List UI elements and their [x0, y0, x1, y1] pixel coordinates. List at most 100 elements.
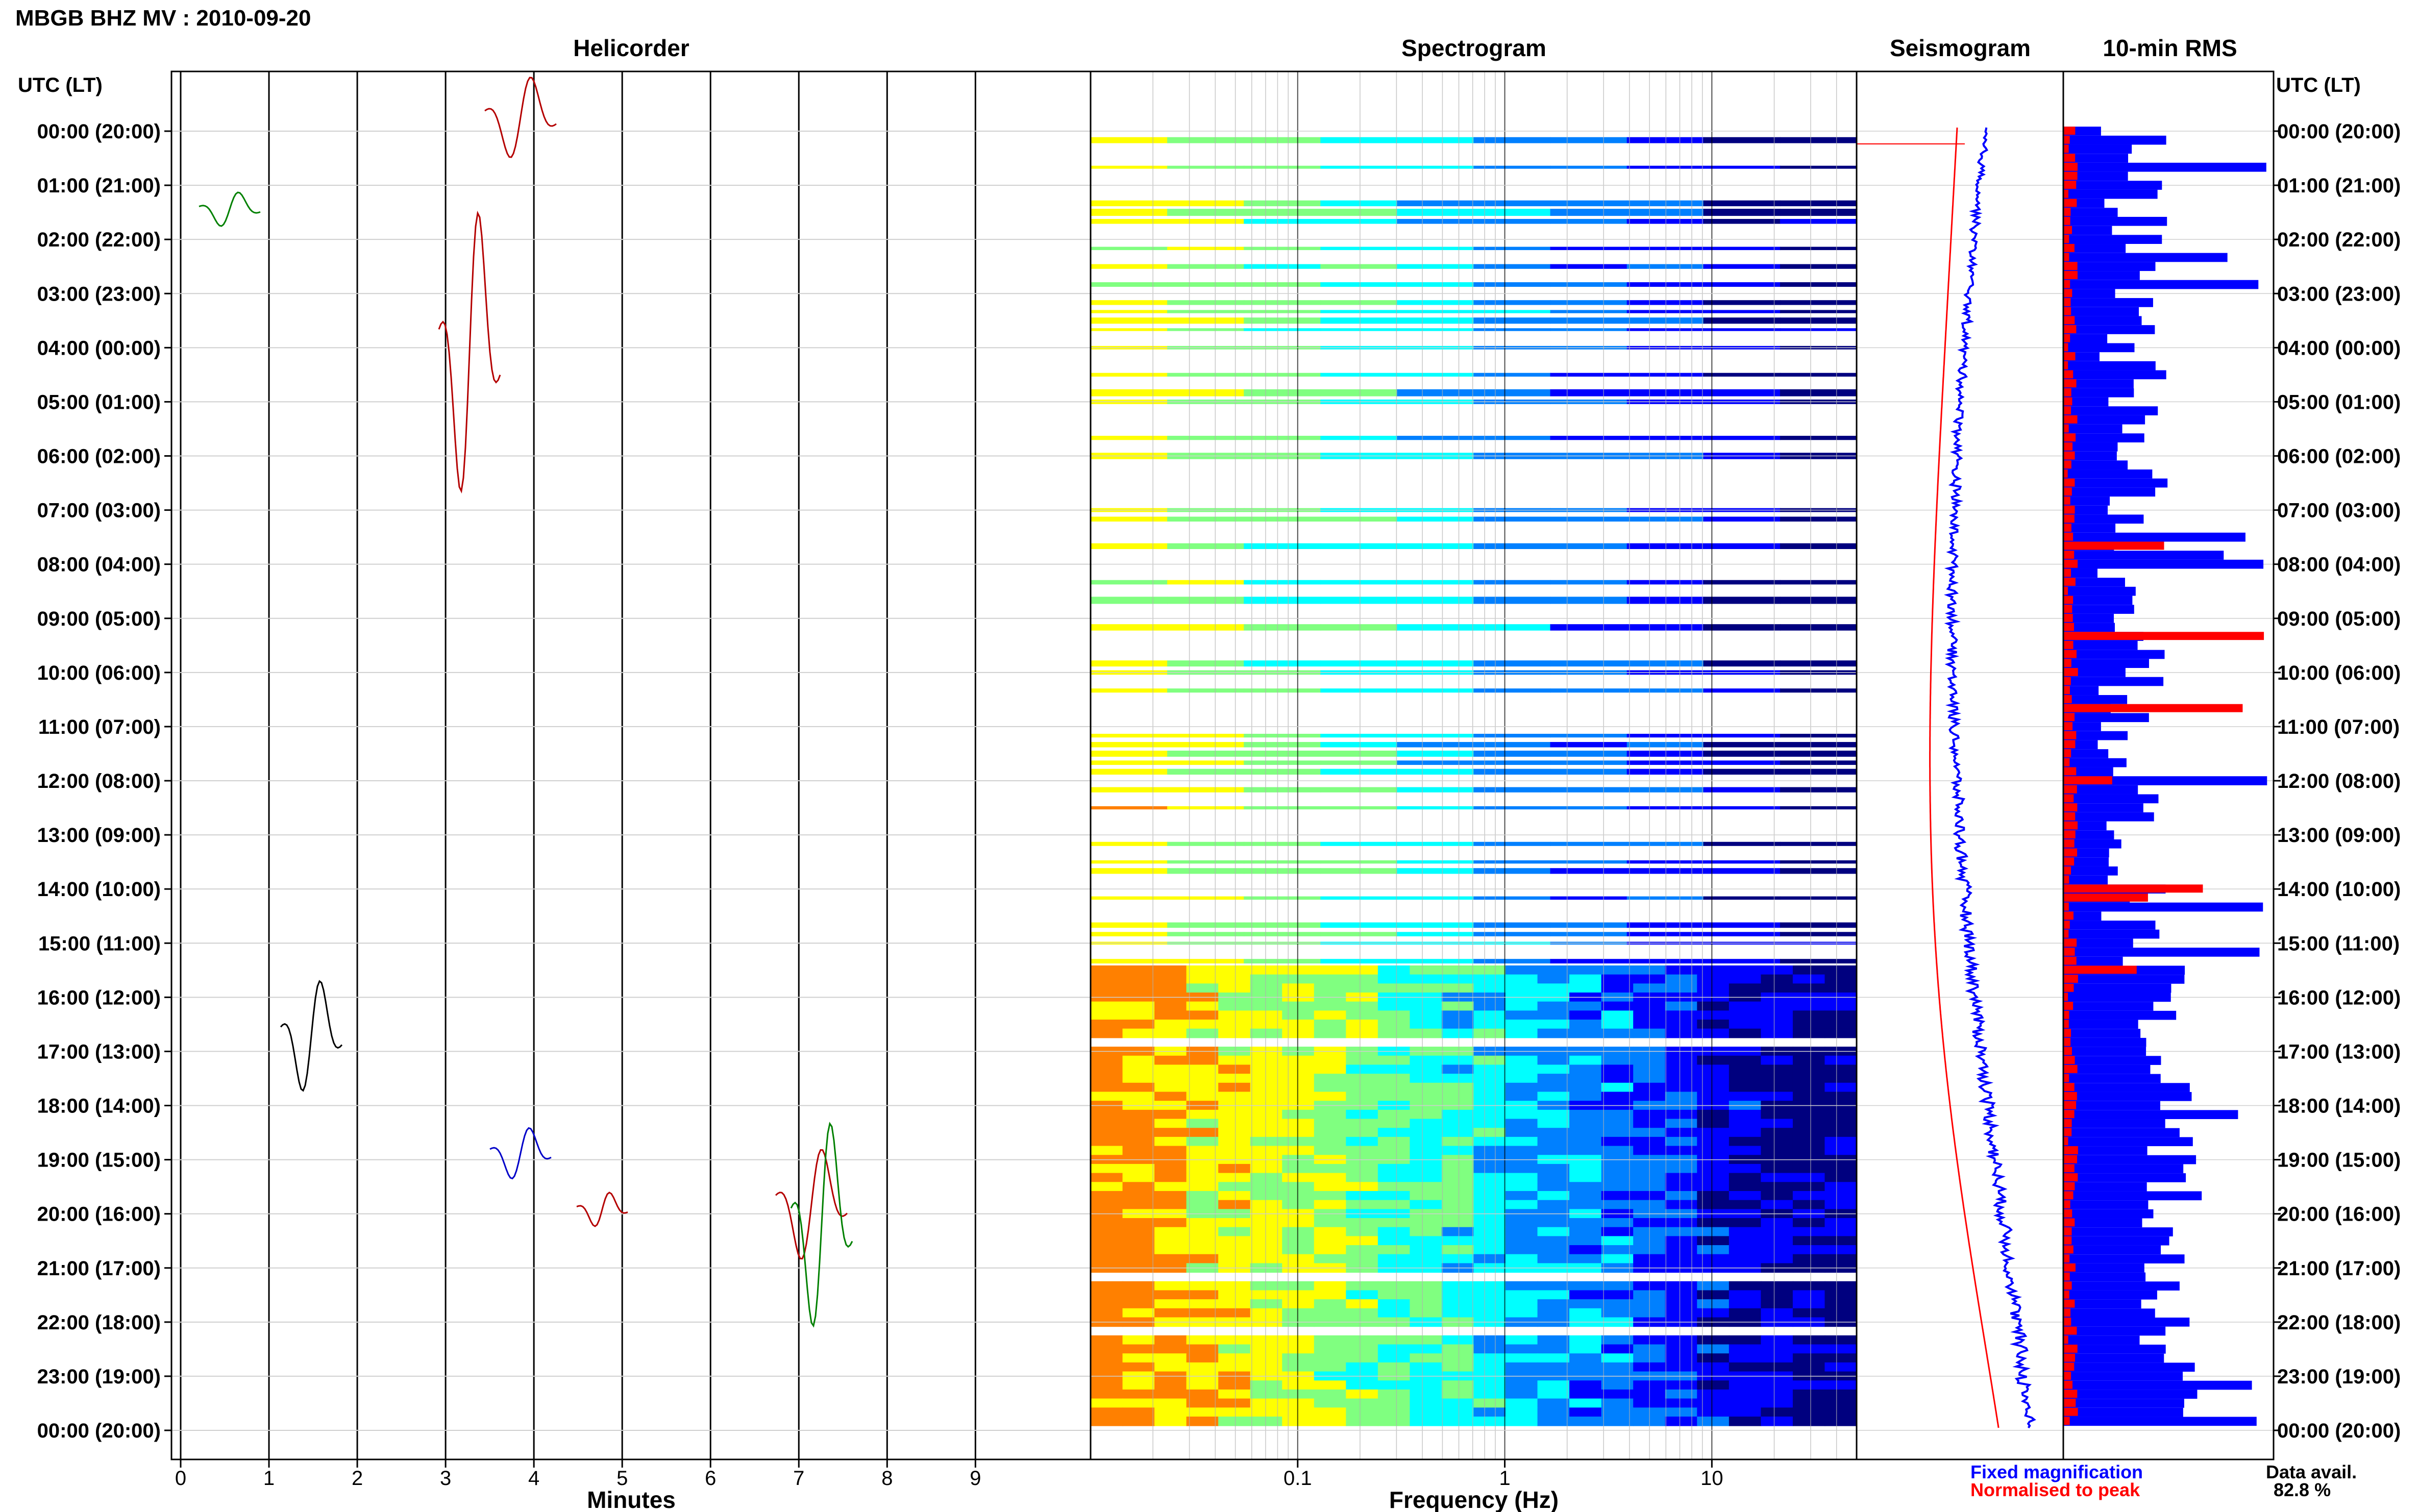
spectrogram-cell: [1218, 1380, 1251, 1390]
spectrogram-cell: [1218, 1407, 1251, 1417]
spectrogram-cell: [1780, 868, 1857, 874]
spectrogram-cell: [1626, 868, 1704, 874]
spectrogram-cell: [1122, 1082, 1155, 1093]
spectrogram-cell: [1397, 543, 1474, 549]
spectrogram-cell: [1780, 922, 1857, 928]
spectrogram-cell: [1703, 543, 1781, 549]
spectrogram-cell: [1244, 742, 1321, 748]
spectrogram-cell: [1761, 1082, 1793, 1093]
spectrogram-cell: [1537, 1010, 1570, 1021]
spectrogram-cell: [1218, 1136, 1251, 1147]
spectrogram-cell: [1505, 1236, 1538, 1246]
spectrogram-cell: [1410, 1389, 1442, 1399]
rms-bar-fixed: [2063, 839, 2121, 849]
spectrogram-cell: [1320, 959, 1398, 964]
spectrogram-cell: [1569, 1173, 1602, 1183]
spectrogram-cell: [1537, 1245, 1570, 1255]
spectrogram-cell: [1377, 1407, 1411, 1417]
spectrogram-cell: [1218, 1001, 1251, 1011]
rms-bar-fixed: [2063, 830, 2114, 839]
spectrogram-cell: [1626, 580, 1704, 585]
spectrogram-cell: [1441, 974, 1474, 984]
spectrogram-cell: [1792, 1218, 1825, 1228]
spectrogram-cell: [1703, 750, 1781, 757]
spectrogram-cell: [1314, 1200, 1347, 1210]
rms-bar-normalised: [2063, 406, 2071, 415]
spectrogram-cell: [1780, 165, 1857, 169]
spectrogram-cell: [1761, 1398, 1793, 1408]
spectrogram-cell: [1244, 660, 1321, 667]
spectrogram-cell: [1601, 1028, 1634, 1038]
rms-bar-normalised: [2063, 1056, 2075, 1064]
spectrogram-cell: [1091, 137, 1168, 143]
spectrogram-cell: [1244, 868, 1321, 874]
spectrogram-cell: [1729, 1335, 1762, 1345]
spectrogram-cell: [1091, 1146, 1123, 1156]
spectrogram-cell: [1550, 219, 1627, 224]
spectrogram-cell: [1122, 1281, 1155, 1291]
rms-bar-fixed: [2063, 1326, 2166, 1336]
spectrogram-cell: [1186, 1028, 1219, 1038]
spectrogram-cell: [1218, 1308, 1251, 1318]
spectrogram-cell: [1320, 742, 1398, 748]
spectrogram-cell: [1473, 688, 1551, 693]
spectrogram-cell: [1761, 983, 1793, 993]
spectrogram-cell: [1186, 1119, 1219, 1129]
spectrogram-cell: [1091, 389, 1168, 396]
rms-bar-fixed: [2063, 171, 2128, 181]
spectrogram-cell: [1703, 860, 1781, 864]
spectrogram-cell: [1314, 1109, 1347, 1120]
spectrogram-cell: [1244, 922, 1321, 928]
spectrogram-cell: [1569, 1281, 1602, 1291]
spectrogram-cell: [1697, 1398, 1730, 1408]
rms-bar-normalised: [2063, 704, 2243, 712]
spectrogram-cell: [1441, 1362, 1474, 1372]
spectrogram-cell: [1703, 769, 1781, 775]
spectrogram-cell: [1569, 1236, 1602, 1246]
legend-normalised-to-peak: Normalised to peak: [1970, 1479, 2140, 1500]
spectrogram-cell: [1697, 1001, 1730, 1011]
spectrogram-xtick-label: 10: [1700, 1467, 1723, 1490]
spectrogram-cell: [1824, 983, 1857, 993]
spectrogram-cell: [1250, 974, 1283, 984]
spectrogram-cell: [1761, 1173, 1793, 1183]
spectrogram-cell: [1244, 516, 1321, 522]
spectrogram-cell: [1569, 1010, 1602, 1021]
spectrogram-cell: [1186, 1182, 1219, 1192]
spectrogram-cell: [1377, 1254, 1411, 1264]
spectrogram-cell: [1091, 597, 1168, 604]
spectrogram-cell: [1410, 1254, 1442, 1264]
spectrogram-cell: [1569, 1389, 1602, 1399]
spectrogram-cell: [1824, 1416, 1857, 1426]
spectrogram-cell: [1091, 1028, 1123, 1038]
spectrogram-cell: [1091, 1236, 1123, 1246]
spectrogram-cell: [1346, 1182, 1378, 1192]
spectrogram-cell: [1703, 959, 1781, 964]
rms-bar-normalised: [2063, 1209, 2072, 1218]
spectrogram-cell: [1397, 806, 1474, 810]
spectrogram-cell: [1314, 1136, 1347, 1147]
spectrogram-cell: [1601, 1064, 1634, 1075]
spectrogram-cell: [1154, 974, 1187, 984]
time-label-right: 15:00 (11:00): [2277, 932, 2400, 955]
spectrogram-cell: [1824, 1407, 1857, 1417]
spectrogram-cell: [1346, 1407, 1378, 1417]
spectrogram-cell: [1473, 868, 1551, 874]
rms-bar-normalised: [2063, 740, 2076, 749]
spectrogram-cell: [1154, 1398, 1187, 1408]
spectrogram-cell: [1320, 624, 1398, 631]
spectrogram-cell: [1824, 1308, 1857, 1318]
spectrogram-cell: [1122, 1191, 1155, 1201]
spectrogram-cell: [1154, 1109, 1187, 1120]
spectrogram-cell: [1792, 1344, 1825, 1354]
spectrogram-cell: [1780, 328, 1857, 331]
spectrogram-cell: [1505, 1389, 1538, 1399]
spectrogram-cell: [1186, 1398, 1219, 1408]
rms-bar-fixed: [2063, 866, 2118, 876]
spectrogram-xtick-label: 0.1: [1283, 1467, 1312, 1490]
rms-bar-normalised: [2063, 1010, 2069, 1019]
spectrogram-cell: [1397, 165, 1474, 169]
spectrogram-cell: [1665, 1064, 1698, 1075]
spectrogram-cell: [1729, 965, 1762, 975]
spectrogram-cell: [1665, 1218, 1698, 1228]
